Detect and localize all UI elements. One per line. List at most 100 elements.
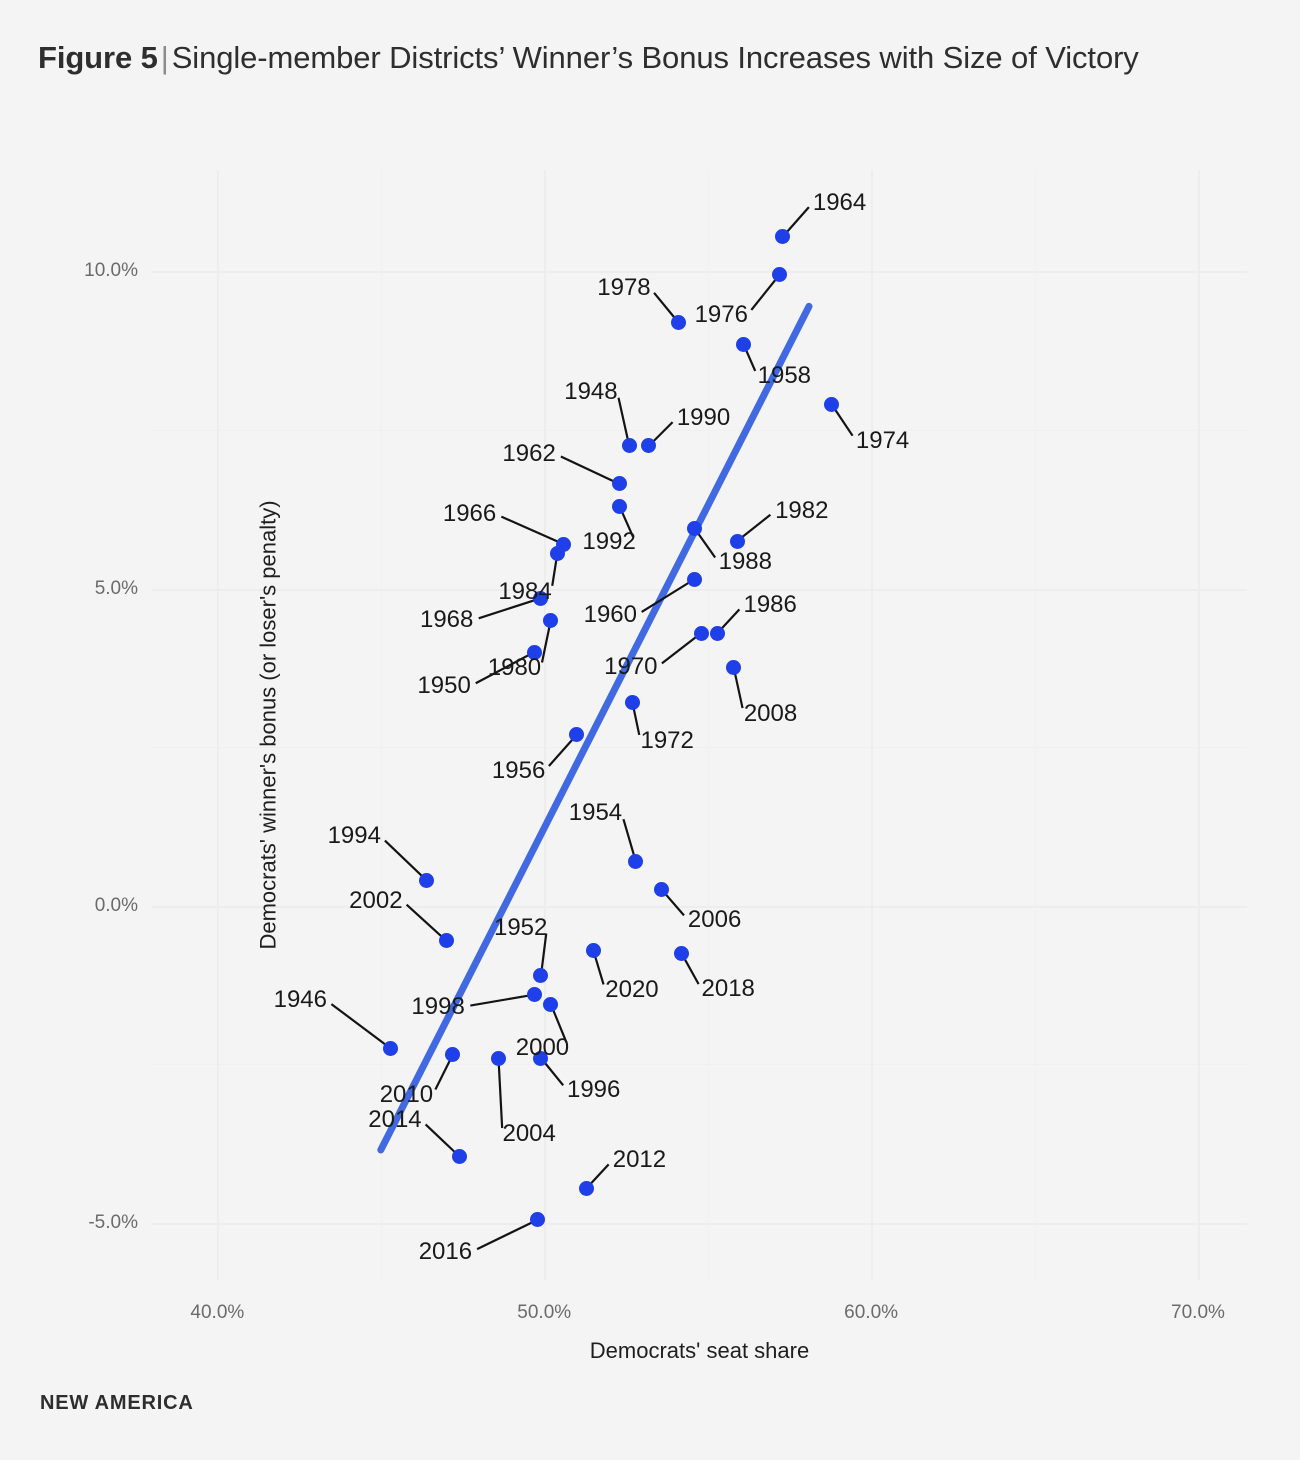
x-tick-label: 60.0% — [844, 1302, 899, 1323]
trend-line — [377, 302, 813, 1154]
gridline-vertical — [871, 170, 874, 1280]
data-point[interactable] — [383, 1040, 399, 1056]
data-point-label: 2010 — [379, 1080, 434, 1108]
data-point[interactable] — [451, 1148, 467, 1164]
label-leader-line — [632, 707, 641, 736]
label-leader-line — [744, 348, 757, 372]
data-point[interactable] — [533, 590, 549, 606]
data-point[interactable] — [579, 1180, 595, 1196]
data-point-label: 1990 — [676, 403, 731, 431]
data-point[interactable] — [736, 336, 752, 352]
data-point[interactable] — [687, 571, 703, 587]
x-axis-title: Democrats' seat share — [589, 1338, 810, 1363]
data-point-label: 1956 — [491, 756, 546, 784]
label-leader-line — [720, 608, 741, 631]
y-tick-label: 0.0% — [94, 894, 138, 916]
data-point[interactable] — [419, 872, 435, 888]
data-point-label: 2004 — [502, 1120, 556, 1147]
data-point[interactable] — [775, 229, 791, 245]
gridline-vertical — [544, 170, 547, 1280]
label-leader-line — [696, 531, 717, 559]
data-point-label: 2016 — [418, 1237, 473, 1265]
data-point-label: 1958 — [757, 362, 812, 390]
label-leader-line — [682, 957, 700, 985]
data-point[interactable] — [569, 727, 585, 742]
data-point[interactable] — [530, 1212, 546, 1228]
leader-lines-and-trendline — [330, 206, 854, 1251]
data-point-label: 1980 — [487, 654, 542, 682]
data-point-label: 1946 — [273, 986, 327, 1014]
label-leader-line — [548, 737, 575, 767]
data-point-label: 1988 — [718, 548, 772, 576]
data-point[interactable] — [772, 267, 788, 283]
data-point-label: 1982 — [775, 497, 829, 525]
gridline-vertical — [1197, 170, 1200, 1280]
data-point[interactable] — [549, 546, 565, 562]
data-point-label: 1978 — [597, 274, 651, 302]
data-point[interactable] — [533, 1050, 549, 1066]
data-point-label: 2012 — [612, 1146, 667, 1174]
data-point[interactable] — [543, 996, 559, 1012]
data-point[interactable] — [445, 1047, 461, 1063]
page-title: Figure 5|Single-member Districts’ Winner… — [38, 38, 1263, 79]
data-point-label: 1992 — [582, 528, 636, 556]
label-leader-line — [589, 1163, 610, 1186]
data-point-label: 2000 — [515, 1034, 570, 1062]
data-point[interactable] — [526, 987, 542, 1003]
data-point[interactable] — [824, 397, 840, 413]
data-point[interactable] — [641, 438, 657, 454]
data-point[interactable] — [611, 498, 627, 514]
data-point-label: 2018 — [701, 975, 755, 1003]
data-point[interactable] — [624, 695, 640, 711]
label-leader-line — [476, 1220, 534, 1251]
gridline-vertical — [707, 170, 709, 1280]
label-leader-line — [384, 839, 424, 878]
data-point[interactable] — [611, 476, 627, 492]
label-leader-line — [833, 408, 854, 437]
data-point[interactable] — [628, 853, 644, 869]
label-leader-line — [651, 421, 674, 444]
gridline-horizontal — [152, 1064, 1247, 1066]
y-tick-label: 5.0% — [94, 577, 138, 599]
data-point[interactable] — [490, 1050, 506, 1066]
label-leader-line — [785, 206, 810, 234]
gridline-horizontal — [152, 747, 1247, 749]
data-point-label: 2002 — [349, 886, 403, 914]
data-point[interactable] — [693, 625, 709, 641]
data-point-label: 2008 — [743, 699, 798, 727]
data-point[interactable] — [533, 968, 549, 984]
data-point-label: 1962 — [502, 439, 556, 467]
data-point[interactable] — [729, 533, 745, 549]
gridline-horizontal — [152, 588, 1247, 591]
data-point[interactable] — [674, 945, 690, 961]
data-point[interactable] — [543, 612, 559, 628]
label-leader-line — [641, 580, 691, 613]
label-leader-line — [497, 1062, 504, 1129]
data-point[interactable] — [585, 942, 601, 958]
label-leader-line — [740, 513, 772, 539]
data-point-label: 1950 — [417, 672, 471, 700]
data-point[interactable] — [726, 660, 742, 676]
data-point-label: 1970 — [604, 653, 658, 681]
data-point[interactable] — [526, 644, 542, 660]
data-point-label: 1972 — [640, 726, 694, 754]
gridline-vertical — [217, 170, 220, 1280]
data-point-label: 1964 — [812, 188, 867, 216]
label-leader-line — [653, 292, 676, 320]
label-leader-line — [750, 277, 778, 311]
label-leader-line — [560, 455, 616, 483]
data-point[interactable] — [709, 625, 725, 641]
label-leader-line — [470, 994, 530, 1007]
data-point[interactable] — [621, 438, 637, 454]
data-point-label: 1960 — [583, 601, 637, 629]
label-leader-line — [500, 515, 560, 544]
data-point-label: 1952 — [493, 913, 548, 941]
x-tick-label: 50.0% — [517, 1302, 572, 1323]
label-leader-line — [593, 954, 605, 985]
label-leader-line — [622, 818, 636, 857]
data-point[interactable] — [654, 882, 670, 898]
data-point[interactable] — [670, 314, 686, 330]
label-leader-line — [661, 635, 698, 665]
data-point[interactable] — [438, 933, 454, 949]
data-point[interactable] — [687, 520, 703, 536]
